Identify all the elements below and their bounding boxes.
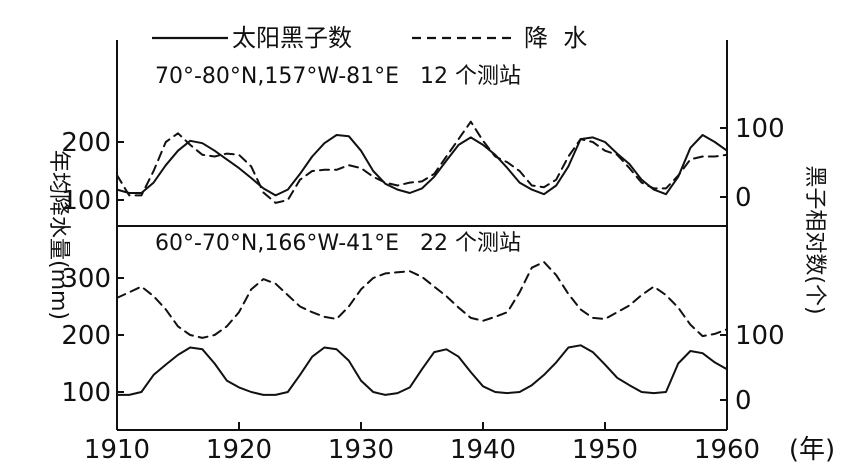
top-sunspot-line [116, 134, 728, 197]
tick-layer: 1910 1920 1930 1940 1950 1960 100 200 0 100 100 200… [61, 114, 784, 465]
left-tick-label: 200 [61, 128, 111, 158]
x-tick-label: 1950 [572, 435, 638, 465]
legend: 太阳黑子数 降 水 [152, 24, 587, 52]
top-panel-title: 70°-80°N,157°W-81°E 12 个测站 [155, 64, 521, 89]
bottom-panel-title: 60°-70°N,166°W-41°E 22 个测站 [155, 231, 521, 256]
right-tick-label: 0 [735, 386, 752, 416]
x-tick-label: 1930 [328, 435, 394, 465]
x-tick-label: 1940 [450, 435, 516, 465]
bottom-precipitation-line [116, 261, 728, 339]
right-tick-label: 100 [735, 321, 785, 351]
series-layer [116, 120, 728, 396]
left-tick-label: 200 [61, 321, 111, 351]
x-tick-label: 1960 [694, 435, 760, 465]
top-precipitation-line [116, 120, 728, 204]
right-tick-label: 0 [735, 183, 752, 213]
left-axis-label: 年均降水量(mm) [46, 150, 71, 320]
right-axis-label: 黑子相对数(个) [802, 165, 827, 314]
x-tick-label: 1910 [84, 435, 150, 465]
x-axis-label: (年) [789, 435, 835, 465]
left-tick-label: 300 [61, 264, 111, 294]
bottom-sunspot-line [116, 344, 728, 396]
left-tick-label: 100 [61, 186, 111, 216]
x-tick-label: 1920 [206, 435, 272, 465]
legend-precip-label: 降 水 [524, 24, 587, 52]
left-tick-label: 100 [61, 378, 111, 408]
right-tick-label: 100 [735, 114, 785, 144]
axes-frame [116, 40, 728, 431]
legend-sunspot-label: 太阳黑子数 [232, 24, 352, 52]
